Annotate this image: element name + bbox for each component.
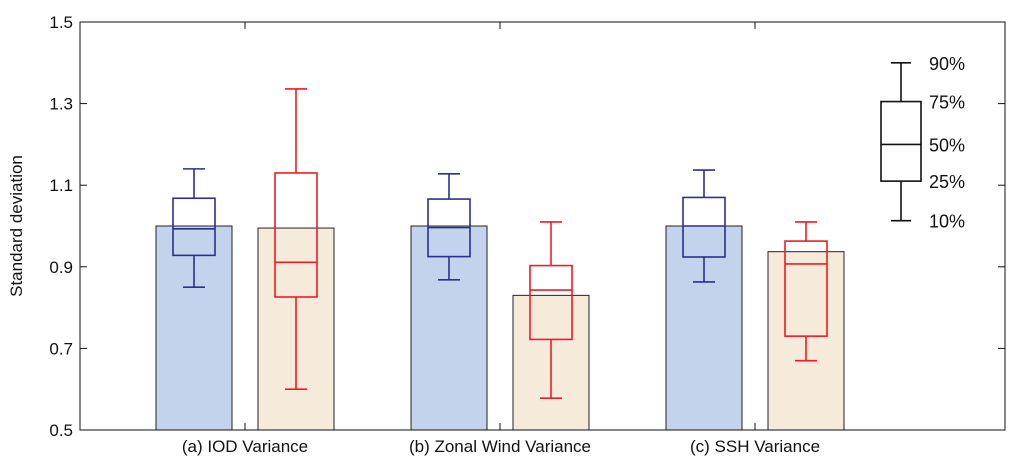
iqr-box	[529, 264, 573, 341]
legend-label: 90%	[929, 54, 965, 74]
x-tick-label: (c) SSH Variance	[690, 437, 820, 456]
boxplot-blue	[427, 172, 471, 281]
boxplot-orange	[529, 221, 573, 399]
legend-label: 10%	[929, 212, 965, 232]
y-axis-label: Standard deviation	[7, 155, 26, 297]
y-tick-label: 0.7	[49, 339, 73, 358]
y-tick-label: 1.5	[49, 13, 73, 32]
legend-label: 75%	[929, 93, 965, 113]
percentile-legend: 90% 75% 50% 25% 10%	[880, 54, 965, 232]
iqr-box	[880, 100, 922, 182]
y-tick-label: 1.1	[49, 176, 73, 195]
y-axis: 0.5 0.7 0.9 1.1 1.3 1.5	[49, 13, 1005, 440]
iqr-box	[172, 197, 216, 257]
boxplot-blue	[682, 169, 726, 283]
x-tick-label: (a) IOD Variance	[182, 437, 308, 456]
iqr-box	[784, 240, 828, 337]
y-tick-label: 1.3	[49, 95, 73, 114]
legend-label: 25%	[929, 172, 965, 192]
x-tick-label: (b) Zonal Wind Variance	[409, 437, 591, 456]
iqr-box	[682, 196, 726, 258]
bars-layer	[155, 225, 845, 431]
boxplot-orange	[784, 221, 828, 362]
plot-frame	[79, 21, 1006, 431]
x-axis: (a) IOD Variance (b) Zonal Wind Variance (…	[182, 22, 820, 456]
legend-boxplot	[880, 61, 922, 222]
boxplot-orange	[274, 88, 318, 391]
iqr-box	[274, 172, 318, 298]
y-tick-label: 0.9	[49, 258, 73, 277]
y-tick-label: 0.5	[49, 421, 73, 440]
boxplot-blue	[172, 168, 216, 289]
boxplots-layer	[172, 88, 828, 399]
legend-label: 50%	[929, 135, 965, 155]
